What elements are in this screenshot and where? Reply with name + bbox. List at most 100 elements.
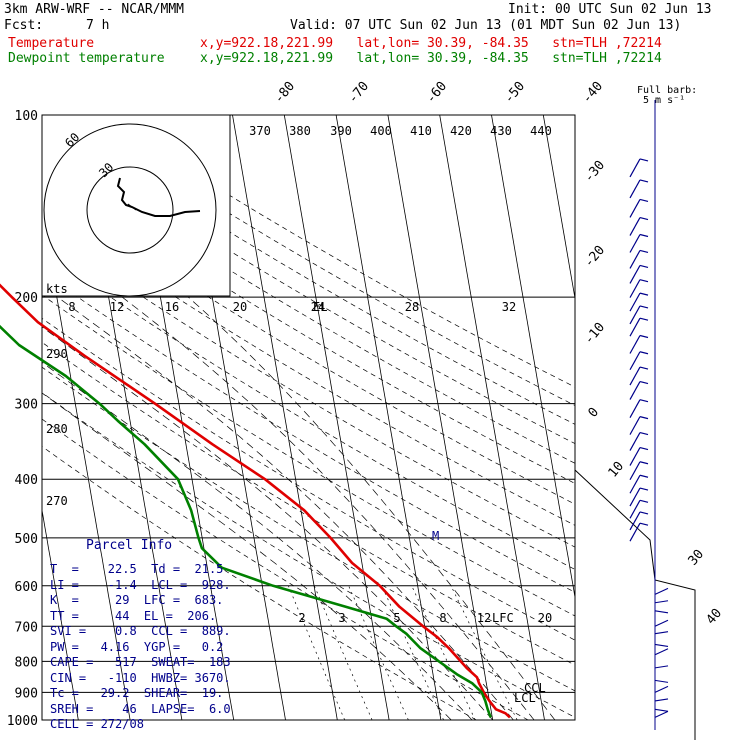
wind-barb-flag [639,380,649,385]
parcel-row: CELL = 272/08 [50,717,144,731]
pressure-tick-label: 500 [15,532,38,547]
wind-barb [629,179,641,199]
wind-barb [629,511,641,531]
dry-adiabat-line [75,115,575,406]
parcel-row: TT = 44 EL = 206. [50,608,217,623]
parcel-row: SREH = 46 LAPSE= 6.0 [50,701,231,716]
ccl-marker: CCL [524,681,546,695]
dry-adiabat-line [42,317,575,641]
wind-barb-flag [639,499,649,503]
wind-barb [629,234,641,253]
lfc-marker: LFC [492,611,514,625]
el-marker: EL [313,300,327,314]
wind-barb [654,610,669,614]
theta-label: 420 [450,124,472,138]
parcel-row: K = 29 LFC = 683. [50,593,224,607]
wind-barb [629,461,641,481]
wind-barb-flag [639,264,649,269]
isotherm-line [128,115,235,720]
mixing-ratio-line [288,585,346,720]
isotherm-line [439,115,545,720]
wind-legend-label: Full barb: [637,85,697,96]
moist-adiabat-line [42,361,473,720]
mixing-ratio-line [348,585,409,720]
isotherm-label: -20 [582,243,609,271]
pressure-tick-label: 300 [15,398,38,413]
pressure-tick-label: 900 [15,686,38,701]
parcel-row: CAPE = 517 SWEAT= 183 [50,655,231,669]
model-title: 3km ARW-WRF -- NCAR/MMM [4,2,185,17]
mixing-ratio-line [313,585,373,720]
wind-barb [654,648,669,656]
mixing-ratio-label: 2 [298,611,305,625]
temperature-legend: Temperature [8,36,95,51]
pressure-tick-label: 200 [15,291,38,306]
isotherm-label: -60 [424,79,451,107]
wind-barb-flag [639,292,649,296]
m-marker: M [432,529,439,543]
isotherm-label: -40 [580,79,607,107]
isotherm-label: 0 [586,405,603,421]
wind-barb-flag [639,279,649,283]
wind-barb [629,265,641,284]
temperature-location: x,y=922.18,221.99 lat,lon= 30.39, -84.35… [200,36,662,51]
wind-barb [629,279,641,298]
wind-barb-flag [639,461,649,465]
wind-barb [654,619,669,627]
series-group [0,324,492,718]
wind-barb-flag [639,446,649,451]
wind-barb [629,351,641,371]
hodograph-units-label: kts [46,282,68,296]
wind-barb [629,217,641,236]
theta-label: 400 [370,124,392,138]
wind-barb-flag [639,351,649,355]
pressure-tick-label: 100 [15,109,38,124]
side-theta-label: 290 [46,347,68,361]
dry-adiabat-line [42,207,575,526]
wind-barb [654,685,669,693]
wind-barb [654,708,669,712]
isotherm-line [283,115,390,720]
mixing-ratio-label: 20 [538,611,552,625]
parcel-row: CIN = -110 HWBZ= 3670. [50,670,231,685]
wind-barb [654,643,669,647]
dewpoint-profile [0,324,492,718]
wind-barb [654,698,669,702]
parcel-row: Tc = 29.2 SHEAR= 19. [50,686,224,700]
isotherm-line [335,115,442,720]
dewpoint-legend: Dewpoint temperature [8,51,165,66]
isotherm-line [42,508,79,720]
wind-barb-flag [639,487,649,491]
isotherm-label: -70 [346,79,373,107]
wind-barb-flag [639,366,649,370]
mixing-ratio-label: 16 [165,300,179,314]
dry-adiabat-line [42,249,575,570]
parcel-row: SVI = 0.8 CCL = 889. [50,624,231,638]
dry-adiabat-line [42,294,575,617]
theta-label: 370 [249,124,271,138]
pressure-tick-label: 1000 [7,714,38,729]
hodograph-storm-marker [127,203,137,211]
temperature-profile [0,283,511,719]
wind-barb-flag [639,305,649,309]
fcst-value: 7 h [86,18,110,33]
isotherm-line [232,115,338,720]
mixing-ratio-label: 8 [68,300,75,314]
wind-barb [629,158,641,178]
dry-adiabat-line [42,271,575,593]
wind-barb-flag [639,233,649,238]
theta-label: 380 [289,124,311,138]
theta-label: 410 [410,124,432,138]
wind-barb [654,665,669,669]
init-time: Init: 00 UTC Sun 02 Jun 13 [508,2,712,17]
wind-barb-flag [639,317,649,321]
plot-frame [41,114,576,721]
isotherm-label: -30 [582,158,609,186]
isotherm-label: 30 [686,547,708,569]
wind-barb-flag [639,249,649,254]
pressure-tick-label: 800 [15,655,38,670]
dewpoint-location: x,y=922.18,221.99 lat,lon= 30.39, -84.35… [200,51,662,66]
valid-time: Valid: 07 UTC Sun 02 Jun 13 (01 MDT Sun … [290,18,682,33]
